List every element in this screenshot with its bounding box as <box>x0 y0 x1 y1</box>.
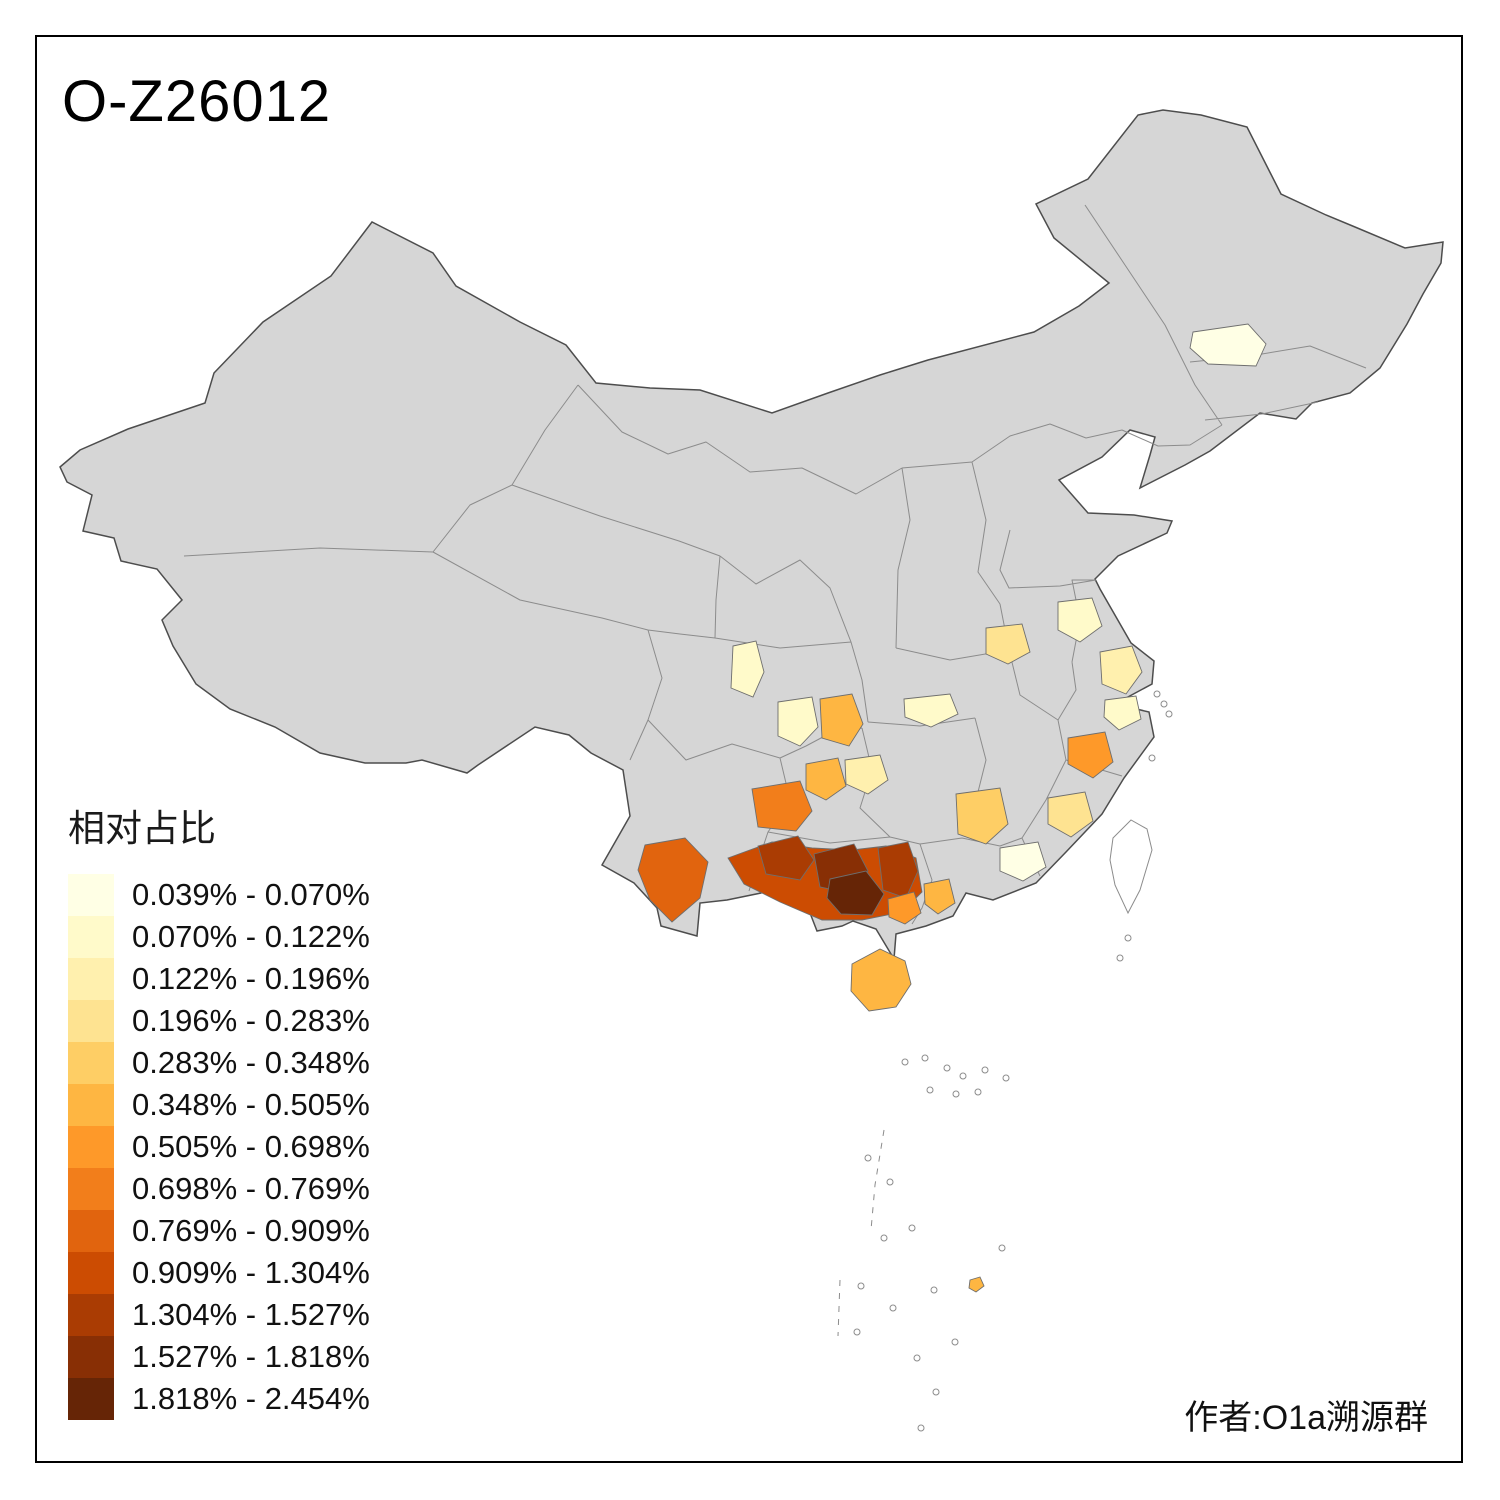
map-region-guangdong-north <box>955 787 1009 845</box>
legend-label: 0.348% - 0.505% <box>132 1087 370 1122</box>
legend-row: 0.283% - 0.348% <box>68 1042 370 1084</box>
legend-row: 1.818% - 2.454% <box>68 1378 370 1420</box>
legend-swatch <box>68 1252 114 1294</box>
legend-swatch <box>68 1084 114 1126</box>
map-region-hunan-southwest <box>751 780 813 832</box>
legend-label: 0.769% - 0.909% <box>132 1213 370 1248</box>
legend-row: 0.909% - 1.304% <box>68 1252 370 1294</box>
map-region-guangxi-southeast <box>887 891 922 925</box>
legend-row: 0.698% - 0.769% <box>68 1168 370 1210</box>
map-region-zhejiang-coast <box>1099 645 1143 695</box>
map-region-anhui-central <box>985 623 1031 665</box>
legend-swatch <box>68 1294 114 1336</box>
legend-title: 相对占比 <box>68 808 216 849</box>
legend-row: 0.196% - 0.283% <box>68 1000 370 1042</box>
legend-swatch <box>68 874 114 916</box>
legend-row: 1.527% - 1.818% <box>68 1336 370 1378</box>
map-region-guizhou-mid <box>844 754 889 795</box>
colored-regions <box>637 323 1267 1293</box>
legend-row: 0.039% - 0.070% <box>68 874 370 916</box>
page-title: O-Z26012 <box>62 69 332 134</box>
map-region-fujian-north <box>1067 731 1114 779</box>
map-region-guangdong-west <box>923 878 956 915</box>
legend-row: 0.505% - 0.698% <box>68 1126 370 1168</box>
map-region-sichuan-east <box>730 640 765 698</box>
legend-label: 0.122% - 0.196% <box>132 961 370 996</box>
legend-swatch <box>68 1378 114 1420</box>
legend-row: 1.304% - 1.527% <box>68 1294 370 1336</box>
legend-label: 0.039% - 0.070% <box>132 877 370 912</box>
small-islands <box>853 690 1173 1432</box>
map-region-jiangsu-north <box>1057 597 1103 643</box>
map-region-guangxi-northwest <box>757 835 815 881</box>
map-region-hainan <box>850 948 912 1012</box>
legend-label: 1.527% - 1.818% <box>132 1339 370 1374</box>
legend-row: 0.122% - 0.196% <box>68 958 370 1000</box>
map-region-guangxi-east <box>877 841 919 899</box>
map-region-guangxi-central-dark <box>826 870 885 916</box>
sea-boundary-dashes <box>837 1129 885 1337</box>
legend-label: 0.505% - 0.698% <box>132 1129 370 1164</box>
legend-row: 0.070% - 0.122% <box>68 916 370 958</box>
legend-swatch <box>68 1000 114 1042</box>
map-region-guangdong-east-pale <box>999 841 1047 882</box>
legend-label: 0.070% - 0.122% <box>132 919 370 954</box>
legend-swatch <box>68 1168 114 1210</box>
legend-swatch <box>68 1336 114 1378</box>
legend-swatch <box>68 1210 114 1252</box>
legend-label: 0.698% - 0.769% <box>132 1171 370 1206</box>
legend-label: 1.818% - 2.454% <box>132 1381 370 1416</box>
legend: 相对占比 0.039% - 0.070% 0.070% - 0.122% 0.122… <box>68 798 370 1420</box>
legend-swatch <box>68 916 114 958</box>
legend-rows: 0.039% - 0.070% 0.070% - 0.122% 0.122% - 0… <box>68 874 370 1420</box>
map-region-hunan-south <box>805 757 847 801</box>
map-region-scs-island <box>968 1276 985 1293</box>
map-region-hubei-south <box>903 693 959 728</box>
legend-swatch <box>68 1126 114 1168</box>
legend-row: 0.769% - 0.909% <box>68 1210 370 1252</box>
legend-swatch <box>68 1042 114 1084</box>
legend-label: 0.196% - 0.283% <box>132 1003 370 1038</box>
legend-label: 0.909% - 1.304% <box>132 1255 370 1290</box>
map-region-sichuan-south-pale <box>777 696 819 747</box>
map-region-yunnan-south <box>637 837 709 923</box>
legend-row: 0.348% - 0.505% <box>68 1084 370 1126</box>
taiwan-shape <box>1109 819 1153 915</box>
map-region-heilongjiang-harbin <box>1189 323 1267 367</box>
legend-swatch <box>68 958 114 1000</box>
legend-label: 1.304% - 1.527% <box>132 1297 370 1332</box>
legend-label: 0.283% - 0.348% <box>132 1045 370 1080</box>
map-region-zhejiang-south <box>1103 695 1142 731</box>
author-credit: 作者:O1a溯源群 <box>1184 1399 1428 1437</box>
map-region-jiangxi-south <box>1047 791 1094 838</box>
map-region-chongqing-south <box>819 693 864 747</box>
